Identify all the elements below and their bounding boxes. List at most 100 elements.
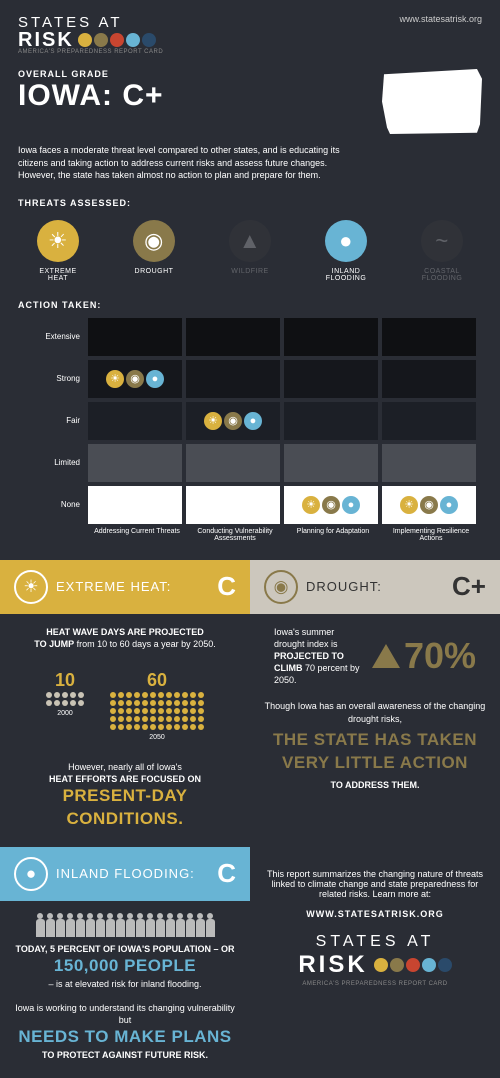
matrix-cell: ☀◉● <box>284 486 378 524</box>
heat-l3: HEAT EFFORTS ARE FOCUSED ON <box>49 774 201 784</box>
heat-l1c: from 10 to 60 days a year by 2050. <box>74 639 216 649</box>
threats-row: ☀EXTREMEHEAT◉DROUGHT▲WILDFIRE●INLANDFLOO… <box>0 212 500 296</box>
matrix-cell <box>88 318 182 356</box>
action-matrix: ExtensiveStrong☀◉●Fair☀◉●LimitedNone☀◉●☀… <box>0 314 500 560</box>
mark-icon: ◉ <box>224 412 242 430</box>
dots-2000: 10 2000 <box>46 668 84 743</box>
matrix-cell <box>382 318 476 356</box>
matrix-col-label: Addressing Current Threats <box>88 528 186 542</box>
matrix-cell <box>186 318 280 356</box>
matrix-cell: ☀◉● <box>88 360 182 398</box>
mark-icon: ◉ <box>420 496 438 514</box>
heat-l1b: TO JUMP <box>34 639 74 649</box>
flood-l5: NEEDS TO MAKE PLANS <box>14 1026 236 1049</box>
heat-l1a: HEAT WAVE DAYS ARE PROJECTED <box>46 627 204 637</box>
flood-l6: TO PROTECT AGAINST FUTURE RISK. <box>42 1050 208 1060</box>
summary-text: This report summarizes the changing natu… <box>266 869 484 899</box>
drought-l3: Though Iowa has an overall awareness of … <box>264 700 486 724</box>
heat-n2: 60 <box>110 668 204 692</box>
matrix-cell <box>88 402 182 440</box>
matrix-row-label: None <box>18 500 88 509</box>
flood-l3: – is at elevated risk for inland floodin… <box>14 978 236 990</box>
flood-l2: 150,000 PEOPLE <box>14 955 236 978</box>
threat-coastal-flooding: ~COASTALFLOODING <box>421 220 463 282</box>
matrix-row-label: Limited <box>18 458 88 467</box>
threat-icon: ▲ <box>229 220 271 262</box>
sun-icon: ☀ <box>14 570 48 604</box>
overall-label: OVERALL GRADE <box>18 69 164 79</box>
mark-icon: ● <box>440 496 458 514</box>
cards: ☀ EXTREME HEAT: C HEAT WAVE DAYS ARE PRO… <box>0 560 500 1078</box>
matrix-cell: ☀◉● <box>382 486 476 524</box>
flood-grade: C <box>217 858 236 889</box>
triangle-up-icon <box>372 644 400 668</box>
logo: STATES AT RISK AMERICA'S PREPAREDNESS RE… <box>18 14 163 55</box>
heat-title: EXTREME HEAT: <box>56 579 209 594</box>
matrix-cell: ☀◉● <box>186 402 280 440</box>
matrix-row-label: Extensive <box>18 332 88 341</box>
logo-subtitle: AMERICA'S PREPAREDNESS REPORT CARD <box>18 49 163 55</box>
matrix-cell <box>284 444 378 482</box>
drop-icon: ● <box>14 857 48 891</box>
mark-icon: ● <box>342 496 360 514</box>
mark-icon: ☀ <box>106 370 124 388</box>
mark-icon: ● <box>244 412 262 430</box>
threat-icon: ◉ <box>133 220 175 262</box>
threat-inland-flooding: ●INLANDFLOODING <box>325 220 367 282</box>
matrix-cell <box>382 360 476 398</box>
mark-icon: ☀ <box>204 412 222 430</box>
heat-y1: 2000 <box>46 709 84 718</box>
matrix-cell <box>186 444 280 482</box>
matrix-cell <box>88 444 182 482</box>
flood-l1: TODAY, 5 PERCENT OF IOWA'S POPULATION – … <box>15 944 234 954</box>
drought-title: DROUGHT: <box>306 579 444 594</box>
drought-card: ◉ DROUGHT: C+ Iowa's summer drought inde… <box>250 560 500 847</box>
flood-l4: Iowa is working to understand its changi… <box>14 1002 236 1026</box>
threats-label: THREATS ASSESSED: <box>0 194 500 212</box>
drought-pct: 70% <box>372 632 476 681</box>
matrix-cell <box>186 486 280 524</box>
heat-card: ☀ EXTREME HEAT: C HEAT WAVE DAYS ARE PRO… <box>0 560 250 847</box>
matrix-cell <box>186 360 280 398</box>
mark-icon: ◉ <box>322 496 340 514</box>
header-url: www.statesatrisk.org <box>399 14 482 24</box>
title-row: OVERALL GRADE IOWA: C+ <box>0 63 500 140</box>
threat-icon: ~ <box>421 220 463 262</box>
state-shape-icon <box>382 69 482 134</box>
flood-title: INLAND FLOODING: <box>56 866 209 881</box>
drought-grade: C+ <box>452 571 486 602</box>
summary-card: This report summarizes the changing natu… <box>250 847 500 1078</box>
matrix-cell <box>88 486 182 524</box>
threat-icon: ☀ <box>37 220 79 262</box>
drought-l5: TO ADDRESS THEM. <box>330 780 419 790</box>
matrix-cell <box>382 402 476 440</box>
drought-l1: Iowa's summer drought index is <box>274 627 338 649</box>
heat-n1: 10 <box>46 668 84 692</box>
heat-grade: C <box>217 571 236 602</box>
footer-logo: STATES AT RISK AMERICA'S PREPAREDNESS RE… <box>266 933 484 987</box>
heat-l4: PRESENT-DAY CONDITIONS. <box>14 785 236 831</box>
flood-card: ● INLAND FLOODING: C TODAY, 5 PERCENT OF… <box>0 847 250 1078</box>
matrix-col-label: Implementing Resilience Actions <box>382 528 480 542</box>
summary-url: WWW.STATESATRISK.ORG <box>266 909 484 919</box>
mark-icon: ☀ <box>400 496 418 514</box>
logo-icons <box>78 33 156 47</box>
matrix-cell <box>284 318 378 356</box>
threat-icon: ● <box>325 220 367 262</box>
mark-icon: ◉ <box>126 370 144 388</box>
heat-y2: 2050 <box>110 733 204 742</box>
matrix-col-label: Planning for Adaptation <box>284 528 382 542</box>
matrix-row-label: Fair <box>18 416 88 425</box>
action-label: ACTION TAKEN: <box>0 296 500 314</box>
drought-icon: ◉ <box>264 570 298 604</box>
heat-l2: However, nearly all of Iowa's <box>14 761 236 773</box>
threat-drought: ◉DROUGHT <box>133 220 175 282</box>
mark-icon: ● <box>146 370 164 388</box>
people-icons <box>14 919 236 937</box>
threat-extreme-heat: ☀EXTREMEHEAT <box>37 220 79 282</box>
matrix-cell <box>382 444 476 482</box>
drought-l4: THE STATE HAS TAKEN VERY LITTLE ACTION <box>264 729 486 775</box>
matrix-row-label: Strong <box>18 374 88 383</box>
matrix-col-label: Conducting Vulnerability Assessments <box>186 528 284 542</box>
matrix-cell <box>284 402 378 440</box>
